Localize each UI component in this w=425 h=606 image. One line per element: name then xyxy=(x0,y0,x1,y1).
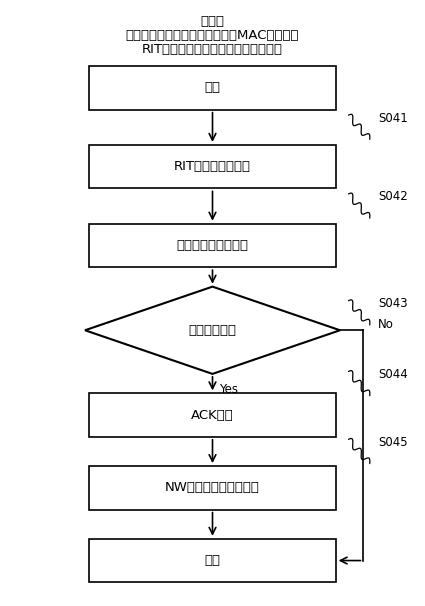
FancyBboxPatch shape xyxy=(89,145,336,188)
Text: 終了: 終了 xyxy=(204,554,221,567)
FancyBboxPatch shape xyxy=(89,539,336,582)
Text: NW制御部へデータ転送: NW制御部へデータ転送 xyxy=(165,481,260,494)
FancyBboxPatch shape xyxy=(89,66,336,110)
Text: No: No xyxy=(378,318,394,331)
Text: 開始: 開始 xyxy=(204,81,221,95)
Text: データ受信？: データ受信？ xyxy=(189,324,236,337)
Text: RITリクエスト送信: RITリクエスト送信 xyxy=(174,160,251,173)
Text: 図１２: 図１２ xyxy=(201,15,224,28)
FancyBboxPatch shape xyxy=(89,466,336,510)
Text: データ受信待ち受け: データ受信待ち受け xyxy=(176,239,249,252)
Text: S043: S043 xyxy=(378,297,408,310)
FancyBboxPatch shape xyxy=(89,224,336,267)
Text: S041: S041 xyxy=(378,112,408,125)
Text: ACK送信: ACK送信 xyxy=(191,408,234,422)
Polygon shape xyxy=(85,287,340,374)
Text: S044: S044 xyxy=(378,368,408,381)
Text: S045: S045 xyxy=(378,436,408,449)
Text: ネットワーク接続状態におけるMAC制御部の: ネットワーク接続状態におけるMAC制御部の xyxy=(126,28,299,42)
Text: Yes: Yes xyxy=(219,382,238,396)
Text: RITリクエスト送信イベント時動作例: RITリクエスト送信イベント時動作例 xyxy=(142,42,283,56)
FancyBboxPatch shape xyxy=(89,393,336,437)
Text: S042: S042 xyxy=(378,190,408,204)
